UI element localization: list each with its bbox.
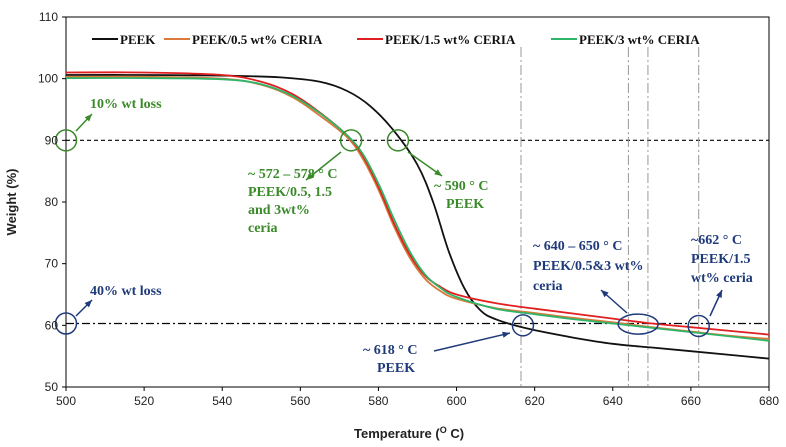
marker-m-ceria-60: [617, 313, 659, 335]
arrow-shaft-1: [305, 151, 342, 181]
y-tick-label: 70: [45, 257, 59, 271]
annotation-640-line-0: ~ 640 – 650 ° C: [533, 239, 623, 254]
arrow-shaft-4: [433, 332, 511, 352]
y-tick-label: 110: [39, 10, 58, 24]
x-tick-label: 500: [56, 394, 76, 408]
legend-label-peek-3: PEEK/3 wt% CERIA: [579, 32, 700, 47]
annotation-662-line-2: wt% ceria: [691, 271, 753, 286]
x-tick-label: 620: [525, 394, 545, 408]
annotation-peek590-line-0: ~ 590 ° C: [434, 179, 489, 194]
annotation-peek-590: ~ 590 ° C PEEK: [434, 179, 489, 212]
annotation-662: ~662 ° C PEEK/1.5 wt% ceria: [691, 233, 753, 286]
series-line-0: [65, 74, 770, 360]
annotation-ceria-line-2: and 3wt%: [248, 203, 310, 218]
annotation-peek590-line-1: PEEK: [446, 197, 484, 212]
annotation-662-line-0: ~662 ° C: [691, 233, 742, 248]
legend-label-peek-15: PEEK/1.5 wt% CERIA: [385, 32, 516, 47]
arrow-head-2: [434, 169, 442, 176]
annotation-peek-618: ~ 618 ° C PEEK: [363, 343, 418, 376]
arrow-layer: [75, 113, 723, 352]
annotation-10wt: 10% wt loss: [90, 97, 162, 112]
legend-label-peek: PEEK: [120, 32, 156, 47]
x-tick-label: 540: [212, 394, 232, 408]
annotation-640-650: ~ 640 – 650 ° C PEEK/0.5&3 wt% ceria: [533, 239, 643, 294]
marker-m-ceria-90: [339, 129, 363, 152]
annotation-40wt-line-0: 40% wt loss: [90, 284, 162, 299]
marker-m-10wt-left: [54, 129, 78, 152]
legend-label-peek-05: PEEK/0.5 wt% CERIA: [192, 32, 323, 47]
annotation-10wt-line-0: 10% wt loss: [90, 97, 162, 112]
series-layer: [65, 71, 770, 360]
x-tick-label: 560: [290, 394, 310, 408]
arrow-head-5: [601, 290, 609, 298]
annotation-ceria-578: ~ 572 – 578 ° C PEEK/0.5, 1.5 and 3wt% c…: [248, 167, 338, 236]
marker-layer: [54, 129, 710, 338]
y-tick-label: 50: [45, 380, 59, 394]
x-tick-label: 600: [447, 394, 467, 408]
y-tick-label: 60: [45, 318, 59, 332]
annotation-640-line-2: ceria: [533, 279, 563, 294]
marker-m-peek-90: [386, 129, 410, 152]
x-axis-title: Temperature (O C): [354, 425, 464, 441]
arrow-head-0: [84, 114, 92, 122]
series-line-2: [65, 71, 770, 336]
annotation-640-line-1: PEEK/0.5&3 wt%: [533, 259, 643, 274]
x-tick-label: 640: [603, 394, 623, 408]
ticks-layer: 500 520 540 560 580 600 620 640 660 680 50 60 70 80 90…: [38, 10, 779, 408]
arrow-head-1: [306, 173, 314, 180]
x-tick-label: 580: [368, 394, 388, 408]
annotation-ceria-line-3: ceria: [248, 221, 278, 236]
arrow-head-3: [84, 300, 92, 308]
annotation-40wt: 40% wt loss: [90, 284, 162, 299]
marker-m-peek-60: [511, 314, 535, 337]
annotation-ceria-line-1: PEEK/0.5, 1.5: [248, 185, 332, 200]
annotation-peek618-line-1: PEEK: [377, 361, 415, 376]
legend: PEEK PEEK/0.5 wt% CERIA PEEK/1.5 wt% CER…: [92, 32, 700, 47]
marker-m-40wt-left: [54, 312, 78, 335]
x-tick-label: 660: [681, 394, 701, 408]
arrow-head-4: [502, 331, 510, 338]
marker-m-15-60: [687, 314, 710, 338]
arrow-head-6: [716, 290, 722, 298]
x-tick-label: 520: [134, 394, 154, 408]
annotation-662-line-1: PEEK/1.5: [691, 252, 751, 267]
y-tick-label: 100: [38, 72, 58, 86]
annotation-peek618-line-0: ~ 618 ° C: [363, 343, 418, 358]
annotation-ceria-line-0: ~ 572 – 578 ° C: [248, 167, 338, 182]
y-tick-label: 80: [45, 195, 59, 209]
y-tick-label: 90: [45, 133, 59, 147]
reference-lines: [66, 47, 769, 387]
series-line-3: [65, 77, 770, 342]
y-axis-title: Weight (%): [4, 169, 19, 236]
x-tick-label: 680: [759, 394, 779, 408]
